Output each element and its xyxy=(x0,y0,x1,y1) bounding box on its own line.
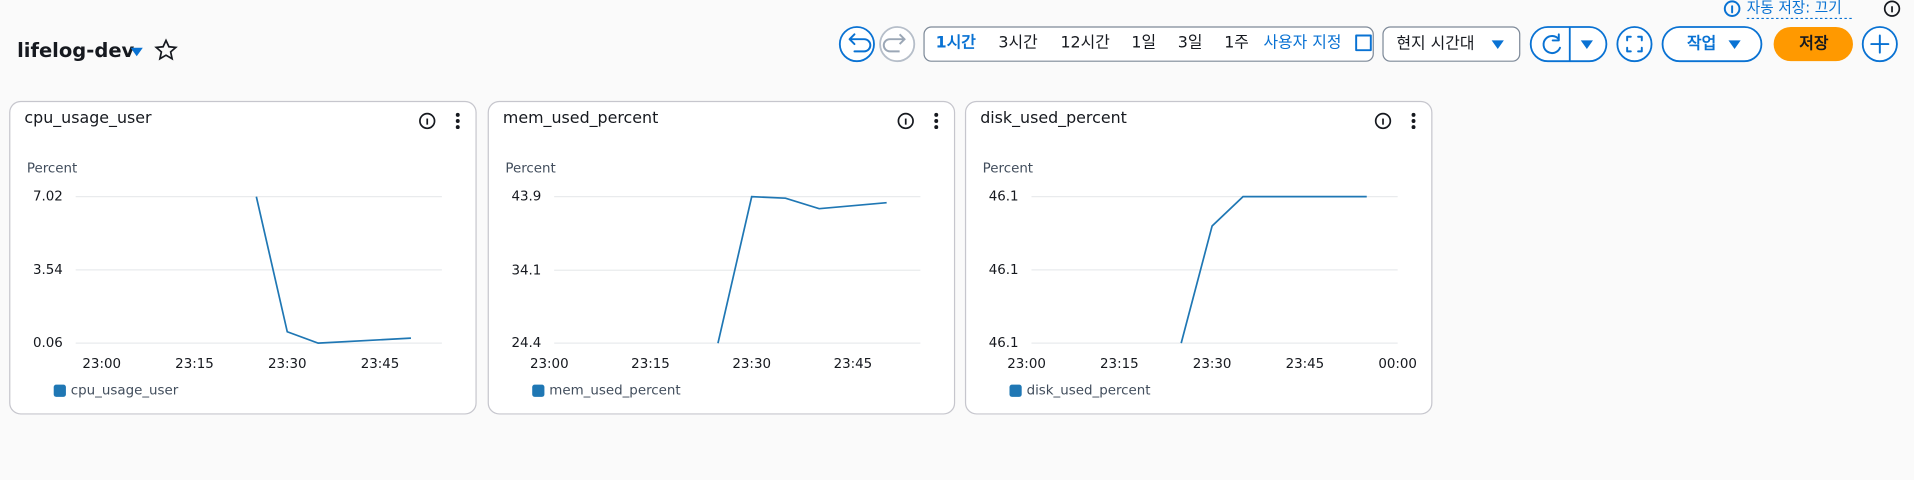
widget-menu-dot xyxy=(455,119,460,123)
data-line xyxy=(255,196,412,345)
autosave-toggle[interactable]: 자동 저장: 끄기 xyxy=(1747,0,1842,17)
save-button[interactable] xyxy=(1773,26,1853,62)
refresh-button[interactable] xyxy=(1529,26,1608,63)
x-tick-label: 23:45 xyxy=(361,357,400,372)
timezone-select[interactable] xyxy=(1382,26,1521,62)
data-line xyxy=(717,195,887,344)
time-range-option[interactable]: 1주 xyxy=(1224,32,1249,51)
widget-frame xyxy=(9,100,477,415)
x-tick-label: 23:15 xyxy=(631,357,670,372)
widget-frame xyxy=(487,100,956,415)
widget-info-icon[interactable] xyxy=(897,112,914,130)
y-axis-label: Percent xyxy=(505,162,555,177)
widget-menu-dot xyxy=(455,112,460,117)
info-icon[interactable] xyxy=(1723,0,1741,17)
refresh-icon xyxy=(1542,33,1561,55)
widget-menu-dot xyxy=(934,125,939,130)
add-icon xyxy=(1870,34,1890,54)
x-tick-label: 23:30 xyxy=(1193,357,1232,372)
widget-info-icon[interactable] xyxy=(1374,112,1392,130)
widget-menu-dot xyxy=(934,119,939,123)
legend-swatch xyxy=(53,384,66,397)
x-tick-label: 23:00 xyxy=(1007,357,1046,372)
dashboard-menu-caret[interactable] xyxy=(130,47,143,57)
x-tick-label: 23:00 xyxy=(82,357,121,372)
y-tick-label: 46.1 xyxy=(989,263,1019,278)
widgets: cpu_usage_user Percent 0.06 3.54 7.02 23:00 23… xyxy=(9,100,1433,415)
data-line xyxy=(1180,195,1367,344)
x-tick-label: 23:30 xyxy=(268,357,307,372)
y-tick-label: 7.02 xyxy=(33,190,63,205)
favorite-star[interactable] xyxy=(154,38,178,61)
actions-label: 작업 xyxy=(1687,34,1716,53)
redo-icon xyxy=(882,33,906,53)
y-tick-label: 43.9 xyxy=(511,190,541,205)
x-tick-label: 23:45 xyxy=(834,357,873,372)
legend-swatch xyxy=(532,384,545,397)
y-tick-label: 0.06 xyxy=(33,336,63,351)
custom-range[interactable]: 사용자 지정 xyxy=(1263,32,1341,51)
widget-title: mem_used_percent xyxy=(503,108,658,128)
widget-menu-dot xyxy=(1411,119,1416,123)
timezone-caret xyxy=(1491,40,1504,49)
legend-label[interactable]: cpu_usage_user xyxy=(71,384,179,399)
time-range-picker xyxy=(923,26,1374,62)
widget-info-icon[interactable] xyxy=(419,112,436,130)
widget-menu-dot xyxy=(455,125,460,130)
calendar-icon[interactable] xyxy=(1355,34,1372,52)
widget-title: cpu_usage_user xyxy=(24,108,152,128)
widget-title: disk_used_percent xyxy=(980,108,1127,128)
undo-button[interactable] xyxy=(838,26,875,63)
time-range-option[interactable]: 12시간 xyxy=(1060,32,1110,51)
undo-icon xyxy=(848,33,872,53)
fullscreen-icon xyxy=(1626,35,1643,53)
widget-frame xyxy=(964,100,1433,415)
fullscreen-button[interactable] xyxy=(1616,26,1653,63)
widget-menu-dot xyxy=(1411,112,1416,117)
actions-button[interactable] xyxy=(1661,26,1763,63)
x-tick-label: 23:00 xyxy=(530,357,569,372)
widget: cpu_usage_user Percent 0.06 3.54 7.02 23:00 23… xyxy=(9,100,477,415)
y-tick-label: 34.1 xyxy=(511,263,541,278)
x-tick-label: 23:15 xyxy=(175,357,214,372)
widget: mem_used_percent Percent 24.4 34.1 43.9 23:00… xyxy=(487,100,956,415)
widget-menu-dot xyxy=(1411,125,1416,130)
y-tick-label: 46.1 xyxy=(989,336,1019,351)
y-axis-label: Percent xyxy=(27,162,77,177)
time-range-option[interactable]: 3시간 xyxy=(998,32,1038,51)
legend-label[interactable]: disk_used_percent xyxy=(1027,384,1151,399)
actions-caret xyxy=(1728,40,1741,49)
redo-button[interactable] xyxy=(879,26,916,63)
x-tick-label: 23:45 xyxy=(1286,357,1325,372)
info-icon[interactable] xyxy=(1883,0,1901,17)
time-range-option[interactable]: 3일 xyxy=(1178,32,1203,51)
y-tick-label: 3.54 xyxy=(33,263,63,278)
y-axis-label: Percent xyxy=(983,162,1033,177)
legend-label[interactable]: mem_used_percent xyxy=(549,384,680,399)
widget: disk_used_percent Percent 46.1 46.1 46.1 23:0… xyxy=(964,100,1433,415)
save-label: 저장 xyxy=(1799,34,1829,53)
y-tick-label: 46.1 xyxy=(989,190,1019,205)
time-range-option[interactable]: 1일 xyxy=(1131,32,1156,51)
time-range-option[interactable]: 1시간 xyxy=(936,32,977,51)
time-ranges: 1시간 3시간 12시간 1일 3일 1주 xyxy=(936,32,1249,51)
legend-swatch xyxy=(1009,384,1022,397)
x-tick-label: 00:00 xyxy=(1378,357,1417,372)
refresh-caret[interactable] xyxy=(1580,40,1593,49)
widget-menu-dot xyxy=(934,112,939,117)
x-tick-label: 23:15 xyxy=(1100,357,1139,372)
timezone-label: 현지 시간대 xyxy=(1396,34,1474,53)
x-tick-label: 23:30 xyxy=(732,357,771,372)
dashboard-title: lifelog-dev xyxy=(17,39,134,62)
y-tick-label: 24.4 xyxy=(511,336,541,351)
